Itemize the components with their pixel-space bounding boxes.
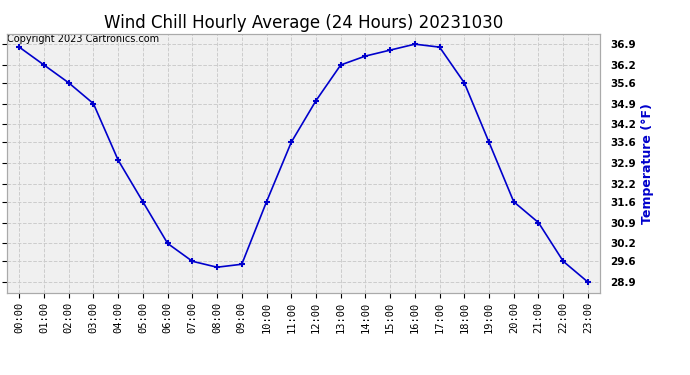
Y-axis label: Temperature (°F): Temperature (°F) (642, 103, 654, 224)
Text: Copyright 2023 Cartronics.com: Copyright 2023 Cartronics.com (7, 34, 159, 44)
Title: Wind Chill Hourly Average (24 Hours) 20231030: Wind Chill Hourly Average (24 Hours) 202… (104, 14, 503, 32)
